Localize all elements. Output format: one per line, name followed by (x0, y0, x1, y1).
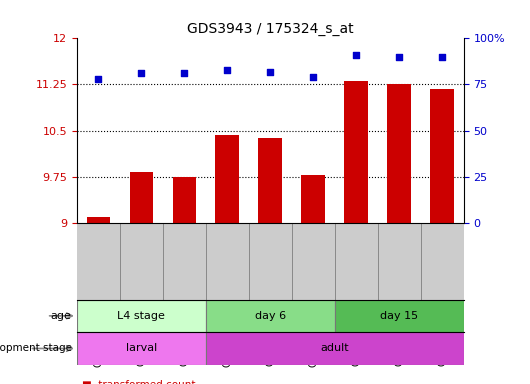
Bar (172, 177, 196, 223)
Bar (86, 217, 110, 223)
Point (180, 70, 189, 76)
Bar (216, 136, 239, 223)
Bar (259, 138, 282, 223)
Bar (302, 175, 325, 223)
Text: adult: adult (321, 343, 349, 354)
Text: development stage: development stage (0, 343, 72, 354)
Point (395, 54, 403, 60)
Point (266, 68, 275, 74)
Text: L4 stage: L4 stage (118, 311, 165, 321)
Bar (206, 332, 464, 365)
Bar (206, 300, 335, 332)
Point (137, 70, 146, 76)
Text: ■  transformed count: ■ transformed count (82, 380, 196, 384)
Point (223, 67, 232, 73)
Point (352, 52, 360, 58)
Bar (77, 300, 206, 332)
Bar (344, 81, 368, 223)
Title: GDS3943 / 175324_s_at: GDS3943 / 175324_s_at (187, 22, 354, 36)
Point (438, 54, 446, 60)
Text: day 15: day 15 (380, 311, 418, 321)
Bar (387, 84, 411, 223)
Text: day 6: day 6 (255, 311, 286, 321)
Bar (77, 332, 206, 365)
Bar (430, 89, 454, 223)
Point (309, 74, 317, 80)
Text: age: age (51, 311, 72, 321)
Bar (129, 172, 153, 223)
Text: larval: larval (126, 343, 157, 354)
Point (94, 76, 103, 82)
Bar (335, 300, 464, 332)
